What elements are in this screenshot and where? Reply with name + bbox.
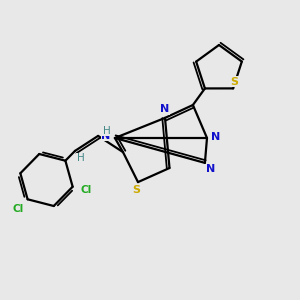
Text: H: H xyxy=(76,153,84,164)
Text: Cl: Cl xyxy=(13,204,24,214)
Text: N: N xyxy=(160,104,169,115)
Text: S: S xyxy=(231,77,239,87)
Text: N: N xyxy=(101,130,110,141)
Text: Cl: Cl xyxy=(80,185,92,195)
Text: N: N xyxy=(211,131,220,142)
Text: N: N xyxy=(206,164,215,175)
Text: S: S xyxy=(133,184,140,195)
Text: H: H xyxy=(103,125,110,136)
